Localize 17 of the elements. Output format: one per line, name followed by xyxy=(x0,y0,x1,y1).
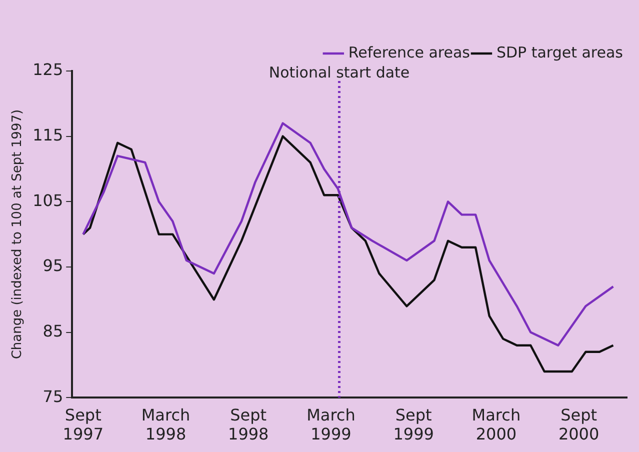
x-tick-label: March 1999 xyxy=(306,405,356,444)
x-tick-label: Sept 1997 xyxy=(62,405,104,444)
y-tick-label: 95 xyxy=(42,256,64,276)
y-tick-label: 105 xyxy=(32,190,64,210)
x-tick-label: Sept 1998 xyxy=(228,405,269,444)
ref-line-label: Notional start date xyxy=(268,63,410,82)
y-tick-label: 115 xyxy=(32,125,64,144)
x-tick-label: March 2000 xyxy=(472,405,521,444)
x-tick-label: Sept 2000 xyxy=(558,405,600,444)
x-tick-label: March 1998 xyxy=(141,405,190,444)
y-axis-title: Change (indexed to 100 at Sept 1997) xyxy=(10,109,26,360)
legend-label: SDP target areas xyxy=(496,43,624,62)
y-tick-label: 125 xyxy=(32,60,64,80)
legend-label: Reference areas xyxy=(348,43,470,62)
y-tick-label: 75 xyxy=(42,386,64,406)
y-tick-label: 85 xyxy=(42,321,64,340)
x-tick-label: Sept 1999 xyxy=(393,405,434,444)
